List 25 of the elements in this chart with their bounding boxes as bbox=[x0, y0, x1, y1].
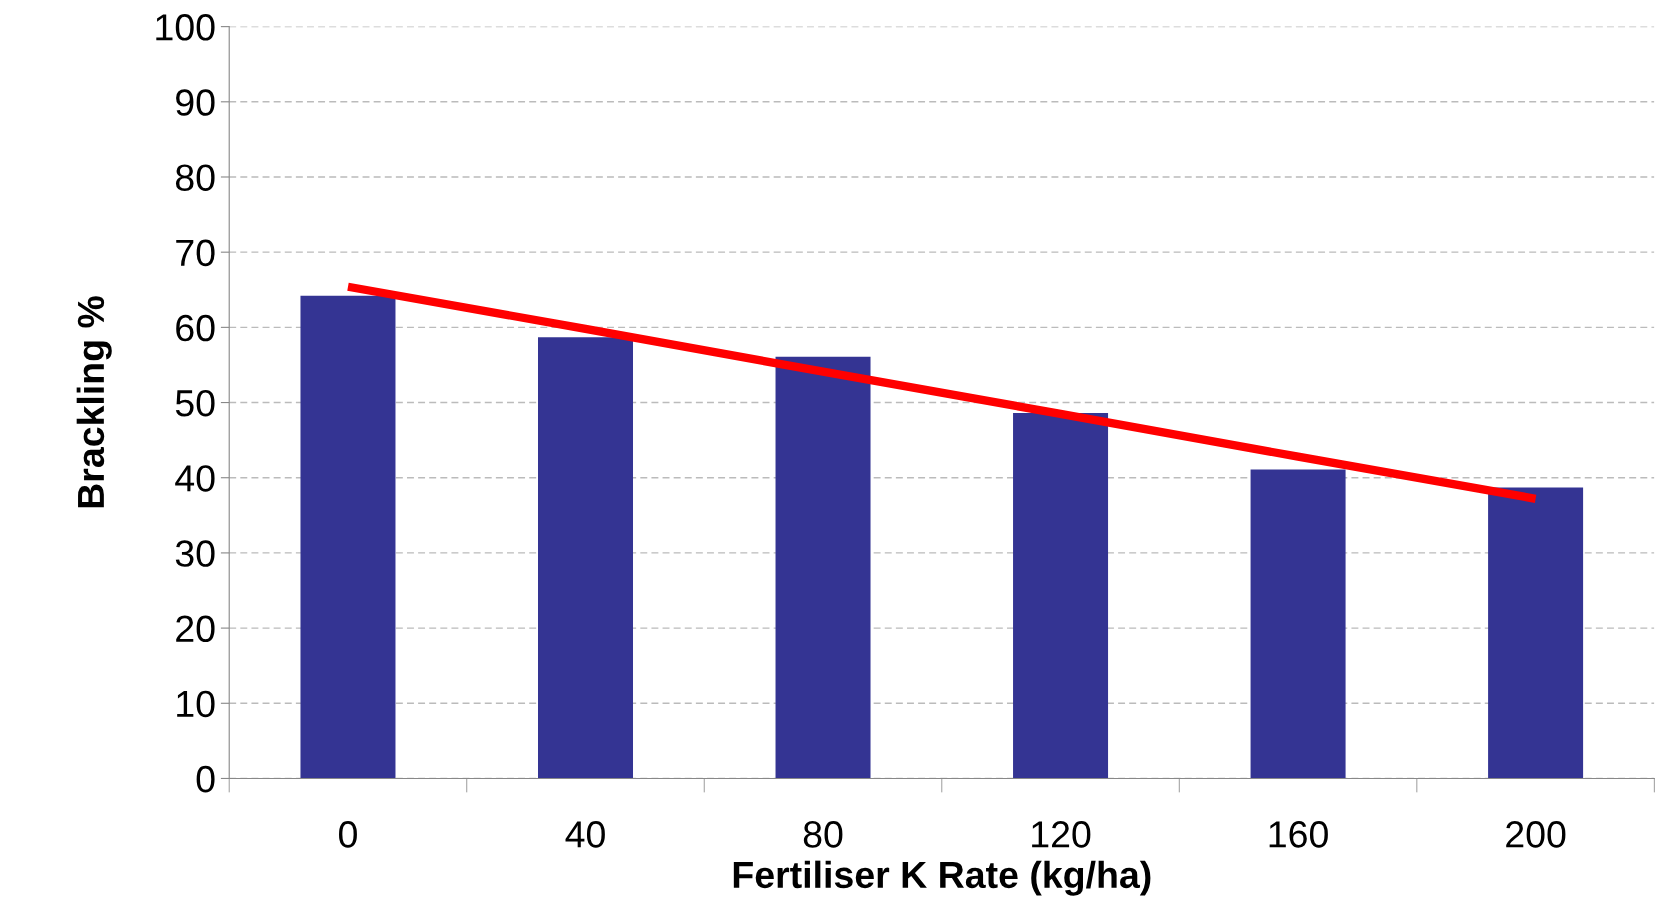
y-tick-label: 10 bbox=[177, 690, 215, 718]
y-tick-label: 0 bbox=[196, 765, 215, 793]
x-tick-label: 120 bbox=[1032, 821, 1091, 848]
x-tick-label: 40 bbox=[565, 821, 605, 848]
x-tick-label: 160 bbox=[1269, 821, 1328, 848]
y-tick-label: 90 bbox=[176, 89, 215, 116]
y-tick-label: 70 bbox=[176, 239, 215, 267]
y-tick-label: 20 bbox=[176, 615, 215, 643]
y-tick-label: 100 bbox=[156, 14, 215, 41]
bar bbox=[1250, 469, 1346, 779]
x-tick-label: 200 bbox=[1506, 821, 1566, 848]
x-axis-title: Fertiliser K Rate (kg/ha) bbox=[733, 860, 1151, 896]
y-axis-title: Brackling % bbox=[76, 296, 112, 508]
bar bbox=[1488, 487, 1584, 779]
y-tick-label: 50 bbox=[175, 389, 215, 417]
bar bbox=[538, 337, 634, 779]
y-tick-label: 30 bbox=[175, 540, 215, 567]
x-tick-label: 0 bbox=[339, 821, 357, 848]
x-tick-label: 80 bbox=[803, 821, 843, 848]
y-tick-label: 60 bbox=[176, 314, 215, 342]
y-tick-label: 40 bbox=[175, 465, 215, 492]
bar bbox=[775, 356, 871, 779]
bar bbox=[1013, 413, 1109, 779]
bar bbox=[300, 295, 396, 779]
y-tick-label: 80 bbox=[175, 164, 215, 191]
